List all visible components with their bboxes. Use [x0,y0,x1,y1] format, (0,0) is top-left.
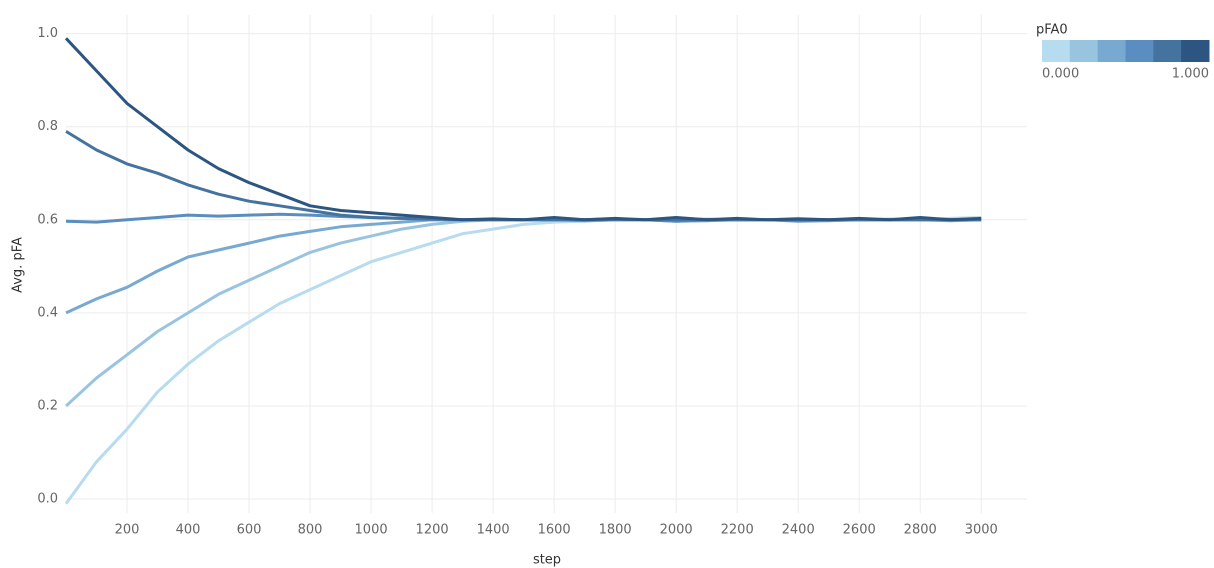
series-line [65,218,982,315]
legend-swatch [1125,40,1154,62]
y-tick-label: 1.0 [37,26,58,41]
legend-swatch [1153,40,1182,62]
x-axis-title: step [533,553,561,568]
x-tick-label: 1400 [477,523,510,538]
series-line [65,130,982,222]
x-tick-label: 2400 [782,523,815,538]
legend-swatch [1181,40,1210,62]
y-axis-title: Avg. pFA [11,237,26,293]
x-tick-label: 400 [176,523,201,538]
series-line [64,37,982,222]
x-tick-label: 1000 [355,523,388,538]
x-tick-label: 1600 [538,523,571,538]
x-tick-label: 2600 [843,523,876,538]
x-tick-label: 3000 [965,523,998,538]
x-tick-label: 600 [237,523,262,538]
series-line [64,216,982,505]
legend-swatch [1042,40,1071,62]
y-tick-label: 0.0 [37,492,58,507]
legend-max-label: 1.000 [1172,67,1209,82]
legend-swatch [1097,40,1126,62]
y-tick-label: 0.2 [37,398,58,413]
legend-title: pFA0 [1036,23,1068,38]
y-tick-label: 0.8 [37,119,58,134]
x-tick-label: 2800 [904,523,937,538]
x-tick-label: 1800 [599,523,632,538]
legend-min-label: 0.000 [1042,67,1079,82]
x-tick-label: 2000 [660,523,693,538]
x-tick-label: 200 [115,523,140,538]
x-tick-label: 800 [298,523,323,538]
x-tick-label: 2200 [721,523,754,538]
x-tick-label: 1200 [416,523,449,538]
y-tick-label: 0.6 [37,212,58,227]
y-tick-label: 0.4 [37,305,58,320]
legend-swatch [1069,40,1099,62]
